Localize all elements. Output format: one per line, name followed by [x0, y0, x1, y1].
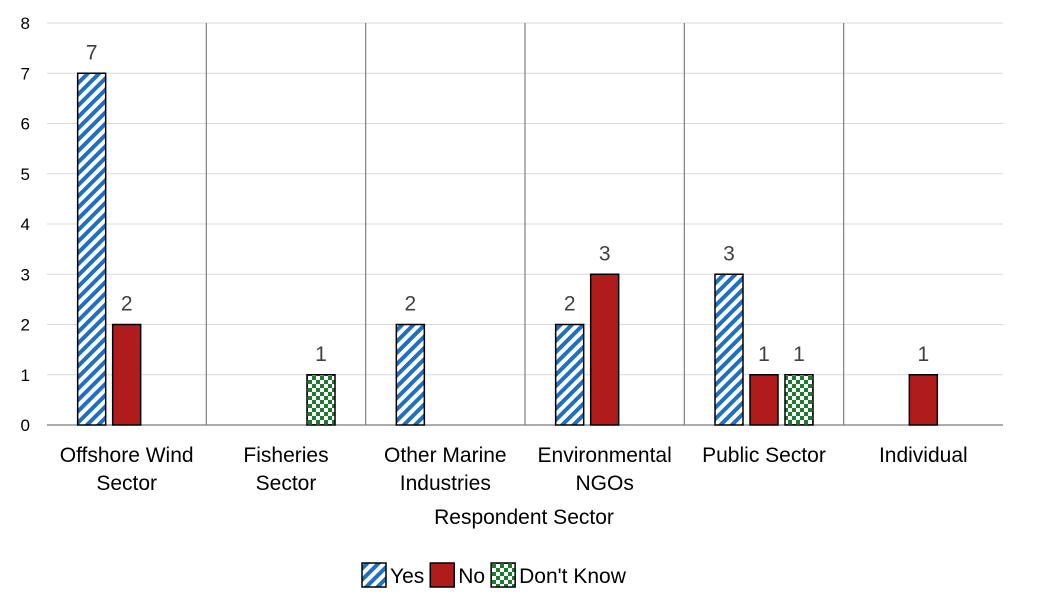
- bar-yes: [76, 72, 107, 426]
- y-tick-label: 2: [21, 316, 30, 335]
- data-label: 1: [917, 343, 929, 366]
- y-tick-label: 1: [21, 366, 30, 385]
- bar-no: [589, 273, 620, 426]
- data-label: 1: [315, 343, 327, 366]
- x-category-label: Fisheries Sector: [243, 444, 328, 495]
- y-tick-label: 3: [21, 265, 30, 284]
- data-label: 2: [121, 293, 133, 316]
- y-tick-label: 7: [21, 64, 30, 83]
- x-category-label: Environmental NGOs: [538, 444, 672, 495]
- bar-don-t-know: [306, 374, 336, 426]
- bar-don-t-know: [784, 374, 814, 426]
- bar-yes: [395, 323, 426, 426]
- x-category-label: Offshore Wind Sector: [60, 444, 194, 495]
- legend: Yes No Don't Know: [361, 562, 627, 588]
- legend-swatch-don-t-know: [490, 562, 516, 588]
- bar-no: [749, 374, 779, 426]
- y-tick-label: 0: [21, 416, 30, 435]
- y-tick-label: 6: [21, 115, 30, 134]
- legend-label: Don't Know: [519, 565, 627, 588]
- bar-no: [908, 374, 939, 426]
- y-axis-ticks: 0 1 2 3 4 5 6 7 8: [21, 14, 30, 435]
- category-separators: [205, 23, 845, 425]
- legend-label: Yes: [390, 565, 424, 588]
- data-label: 7: [86, 41, 98, 64]
- y-tick-label: 5: [21, 165, 30, 184]
- data-label: 3: [723, 242, 735, 265]
- legend-label: No: [458, 565, 485, 588]
- y-tick-label: 4: [21, 215, 30, 234]
- data-label: 2: [564, 293, 576, 316]
- x-category-label: Individual: [879, 444, 968, 467]
- x-axis-title: Respondent Sector: [434, 506, 614, 529]
- data-label: 3: [599, 242, 611, 265]
- data-label: 1: [758, 343, 770, 366]
- data-label: 1: [793, 343, 805, 366]
- legend-swatch-yes: [361, 562, 387, 588]
- x-category-label: Other Marine Industries: [384, 444, 507, 495]
- bar-yes: [714, 273, 744, 426]
- data-label: 2: [404, 293, 416, 316]
- legend-swatch-no: [429, 562, 456, 588]
- x-category-label: Public Sector: [702, 444, 826, 467]
- y-tick-label: 8: [21, 14, 30, 33]
- x-axis-categories: Offshore Wind Sector Fisheries Sector Other …: [60, 444, 968, 495]
- bar-no: [111, 323, 142, 426]
- bar-yes: [554, 323, 585, 426]
- bars: [76, 72, 939, 426]
